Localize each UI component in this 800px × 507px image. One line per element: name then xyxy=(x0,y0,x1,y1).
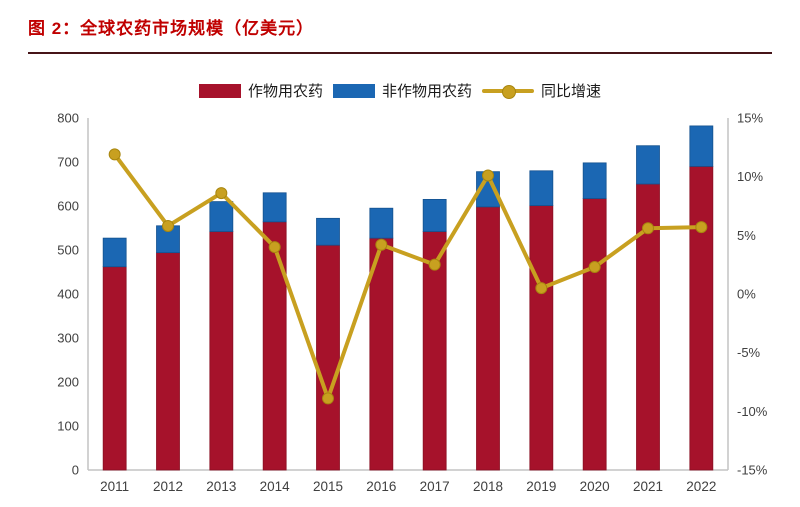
right-axis-tick-label: 15% xyxy=(737,111,763,126)
x-axis-label: 2017 xyxy=(420,479,450,494)
left-axis-tick-label: 100 xyxy=(57,419,79,434)
right-axis-tick-label: -15% xyxy=(737,463,768,478)
x-axis-label: 2015 xyxy=(313,479,343,494)
bar-noncrop-2013 xyxy=(209,201,234,232)
growth-marker-2011 xyxy=(108,148,121,161)
bar-noncrop-2021 xyxy=(636,145,660,185)
legend-item-crop: 作物用农药 xyxy=(198,80,323,101)
growth-marker-2022 xyxy=(695,221,708,234)
growth-marker-2021 xyxy=(642,222,654,235)
bar-noncrop-2022 xyxy=(689,125,714,167)
left-axis-tick-label: 200 xyxy=(57,375,79,390)
growth-marker-2020 xyxy=(588,261,601,274)
bar-noncrop-2019 xyxy=(529,170,554,206)
x-axis-label: 2020 xyxy=(580,479,610,494)
legend-label-crop: 作物用农药 xyxy=(247,83,323,100)
bar-crop-2012 xyxy=(156,252,180,471)
bar-noncrop-2015 xyxy=(316,217,340,246)
bar-crop-2015 xyxy=(316,244,340,471)
x-axis-label: 2013 xyxy=(206,479,236,494)
bar-noncrop-2014 xyxy=(262,192,287,223)
x-axis-label: 2022 xyxy=(686,479,716,494)
growth-marker-2013 xyxy=(215,187,228,200)
legend-item-growth: 同比增速 xyxy=(482,80,601,101)
x-axis-label: 2014 xyxy=(260,479,291,494)
right-axis-tick-label: -5% xyxy=(737,345,761,360)
x-axis-label: 2011 xyxy=(100,479,129,494)
x-axis-label: 2016 xyxy=(366,479,396,494)
growth-marker-2017 xyxy=(428,258,441,271)
bar-crop-2011 xyxy=(102,266,127,471)
bar-crop-2014 xyxy=(262,221,287,471)
left-axis-tick-label: 600 xyxy=(57,199,79,214)
bar-crop-2013 xyxy=(209,231,234,471)
growth-line xyxy=(112,152,704,401)
bar-noncrop-2020 xyxy=(582,162,607,199)
chart-legend: 作物用农药 非作物用农药 同比增速 xyxy=(0,80,800,101)
bar-noncrop-2016 xyxy=(369,207,394,239)
growth-marker-2012 xyxy=(162,219,174,232)
legend-label-noncrop: 非作物用农药 xyxy=(381,83,472,100)
bar-crop-2018 xyxy=(476,206,500,471)
growth-marker-2019 xyxy=(535,282,548,295)
x-axis-label: 2021 xyxy=(633,479,663,494)
x-axis-label: 2018 xyxy=(473,479,503,494)
growth-marker-2016 xyxy=(375,238,388,251)
bar-noncrop-2011 xyxy=(102,237,127,268)
x-axis-label: 2019 xyxy=(526,479,556,494)
right-axis-tick-label: 0% xyxy=(737,287,756,302)
crop-swatch-icon xyxy=(198,83,241,98)
right-axis-tick-label: 5% xyxy=(737,228,756,243)
growth-line-swatch-icon xyxy=(482,84,534,99)
growth-marker-2014 xyxy=(268,241,281,254)
left-axis-tick-label: 400 xyxy=(57,287,79,302)
x-axis-label: 2012 xyxy=(153,479,183,494)
bar-crop-2019 xyxy=(529,205,554,471)
bar-noncrop-2017 xyxy=(422,198,447,232)
left-axis-tick-label: 800 xyxy=(57,111,79,126)
figure-title: 图 2：全球农药市场规模（亿美元） xyxy=(28,19,315,38)
title-divider xyxy=(28,52,772,54)
growth-marker-2015 xyxy=(322,392,334,405)
left-axis-tick-label: 500 xyxy=(57,243,79,258)
right-axis-tick-label: 10% xyxy=(737,169,763,184)
noncrop-swatch-icon xyxy=(332,83,375,98)
left-axis-tick-label: 300 xyxy=(57,331,79,346)
legend-item-noncrop: 非作物用农药 xyxy=(332,80,472,101)
bar-crop-2020 xyxy=(582,198,607,471)
legend-label-growth: 同比增速 xyxy=(541,83,602,100)
growth-marker-2018 xyxy=(482,169,494,182)
right-axis-tick-label: -10% xyxy=(737,404,768,419)
left-axis-tick-label: 0 xyxy=(72,463,79,478)
left-axis-tick-label: 700 xyxy=(57,155,79,170)
bar-crop-2022 xyxy=(689,165,714,471)
